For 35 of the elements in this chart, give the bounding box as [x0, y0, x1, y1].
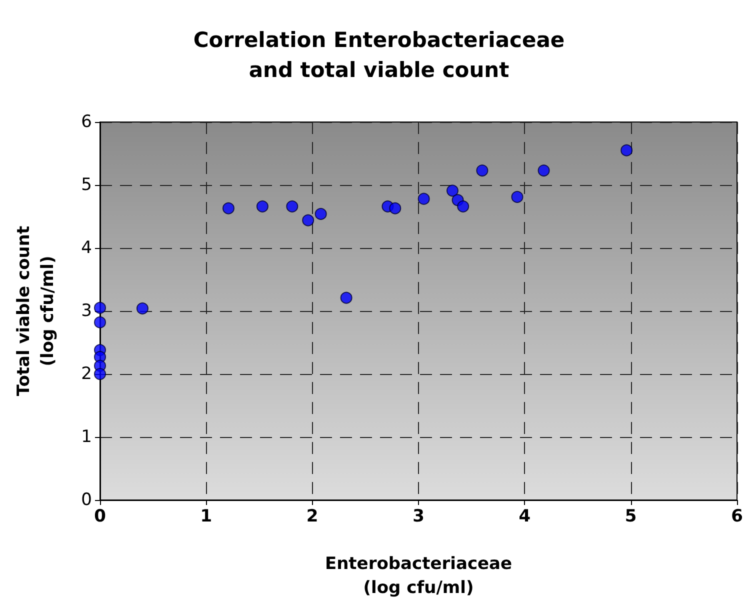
point: [538, 164, 550, 177]
point: [418, 192, 430, 205]
y-tick-label: 6: [81, 112, 92, 132]
x-tick-label: 5: [624, 506, 637, 526]
point: [389, 202, 402, 214]
y-axis-title: Total viable count (log cfu/ml): [14, 226, 58, 396]
x-tick-label: 1: [200, 506, 212, 526]
point: [94, 302, 106, 314]
point: [136, 302, 148, 314]
x-tick-label: 0: [94, 506, 106, 526]
point: [222, 202, 234, 214]
point: [457, 200, 470, 212]
point: [302, 214, 314, 226]
y-tick-label: 4: [81, 238, 92, 258]
point: [94, 316, 106, 328]
y-tick-label: 3: [81, 301, 92, 321]
chart-title: Correlation Enterobacteriaceae and total viable count: [193, 28, 565, 82]
y-tick-label: 0: [81, 490, 92, 510]
y-tick-label: 5: [81, 175, 92, 195]
point: [511, 190, 524, 203]
x-tick-label: 3: [412, 506, 424, 526]
point: [314, 208, 327, 220]
point: [286, 200, 298, 212]
x-tick-label: 4: [518, 506, 531, 526]
point: [340, 292, 352, 304]
y-tick-label: 2: [81, 364, 92, 384]
x-tick-label: 6: [731, 506, 743, 526]
point: [620, 144, 633, 156]
x-axis-title: Enterobacteriaceae (log cfu/ml): [324, 554, 512, 598]
point: [94, 368, 106, 380]
x-tick-label: 2: [306, 506, 318, 526]
y-tick-label: 1: [81, 427, 92, 447]
point: [256, 200, 268, 212]
point: [446, 184, 458, 197]
point: [476, 164, 488, 177]
